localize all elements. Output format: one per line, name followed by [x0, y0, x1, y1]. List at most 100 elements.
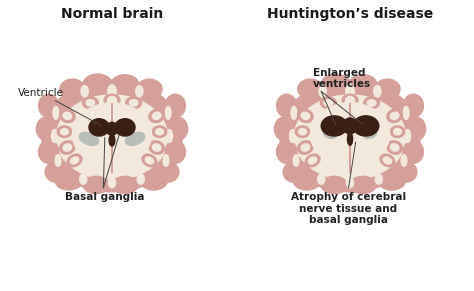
Ellipse shape: [140, 171, 167, 190]
Ellipse shape: [310, 103, 390, 166]
Ellipse shape: [291, 107, 297, 119]
Ellipse shape: [283, 162, 305, 182]
Ellipse shape: [350, 176, 376, 194]
Ellipse shape: [375, 79, 400, 99]
Ellipse shape: [403, 94, 423, 117]
Ellipse shape: [163, 155, 169, 166]
Ellipse shape: [391, 112, 399, 120]
Ellipse shape: [152, 126, 167, 137]
Ellipse shape: [321, 176, 347, 194]
Ellipse shape: [38, 140, 59, 163]
Ellipse shape: [342, 94, 358, 106]
Ellipse shape: [345, 96, 355, 112]
Ellipse shape: [353, 116, 379, 136]
Ellipse shape: [63, 144, 72, 151]
Ellipse shape: [321, 74, 350, 94]
Ellipse shape: [295, 126, 310, 137]
Ellipse shape: [81, 86, 88, 97]
Ellipse shape: [169, 117, 188, 140]
Ellipse shape: [109, 178, 116, 188]
Ellipse shape: [301, 112, 310, 120]
Text: Normal brain: Normal brain: [61, 7, 163, 21]
Ellipse shape: [45, 162, 67, 182]
Ellipse shape: [126, 97, 142, 109]
Ellipse shape: [293, 171, 320, 190]
Ellipse shape: [391, 144, 399, 151]
Ellipse shape: [157, 162, 179, 182]
Ellipse shape: [129, 100, 138, 106]
Ellipse shape: [71, 157, 79, 164]
Text: Basal ganglia: Basal ganglia: [65, 192, 145, 202]
Ellipse shape: [42, 80, 182, 192]
Ellipse shape: [320, 97, 337, 109]
Ellipse shape: [55, 171, 82, 190]
Ellipse shape: [364, 97, 380, 109]
Ellipse shape: [367, 100, 376, 106]
Text: Ventricle: Ventricle: [18, 88, 102, 126]
Ellipse shape: [125, 132, 145, 145]
Ellipse shape: [294, 95, 406, 180]
Ellipse shape: [318, 174, 325, 184]
Ellipse shape: [280, 80, 420, 192]
Ellipse shape: [36, 117, 55, 140]
Ellipse shape: [106, 122, 118, 135]
Ellipse shape: [383, 157, 392, 164]
Ellipse shape: [165, 140, 185, 163]
Ellipse shape: [112, 176, 138, 194]
Text: Enlarged
ventricles: Enlarged ventricles: [312, 68, 371, 89]
Ellipse shape: [152, 144, 161, 151]
Ellipse shape: [374, 86, 381, 97]
Ellipse shape: [346, 85, 355, 98]
Ellipse shape: [403, 107, 409, 119]
Ellipse shape: [165, 107, 171, 119]
Ellipse shape: [137, 174, 145, 184]
Ellipse shape: [107, 96, 117, 112]
Ellipse shape: [82, 97, 98, 109]
Ellipse shape: [349, 75, 377, 93]
Ellipse shape: [149, 141, 164, 154]
Ellipse shape: [298, 96, 402, 175]
Ellipse shape: [347, 132, 353, 146]
Ellipse shape: [152, 112, 161, 120]
Ellipse shape: [73, 103, 152, 166]
Ellipse shape: [395, 162, 417, 182]
Ellipse shape: [136, 86, 143, 97]
Ellipse shape: [298, 109, 313, 123]
Ellipse shape: [60, 96, 164, 175]
Ellipse shape: [109, 134, 115, 146]
Ellipse shape: [407, 117, 426, 140]
Ellipse shape: [290, 129, 295, 143]
Ellipse shape: [378, 171, 405, 190]
Ellipse shape: [321, 116, 347, 136]
Ellipse shape: [89, 119, 109, 136]
Ellipse shape: [324, 131, 336, 139]
Ellipse shape: [146, 157, 154, 164]
Ellipse shape: [305, 154, 320, 167]
Ellipse shape: [364, 131, 376, 139]
Ellipse shape: [83, 74, 112, 94]
Ellipse shape: [60, 109, 75, 123]
Ellipse shape: [60, 141, 75, 154]
Ellipse shape: [108, 97, 116, 103]
Text: Huntington’s disease: Huntington’s disease: [267, 7, 433, 21]
Ellipse shape: [137, 79, 162, 99]
Ellipse shape: [53, 107, 59, 119]
Ellipse shape: [83, 176, 109, 194]
Ellipse shape: [346, 178, 354, 188]
Ellipse shape: [387, 141, 402, 154]
Ellipse shape: [299, 129, 306, 135]
Ellipse shape: [276, 94, 297, 117]
Ellipse shape: [276, 140, 297, 163]
Ellipse shape: [298, 79, 323, 99]
Ellipse shape: [298, 141, 313, 154]
Ellipse shape: [111, 75, 138, 93]
Ellipse shape: [104, 94, 120, 106]
Ellipse shape: [57, 126, 72, 137]
Ellipse shape: [56, 95, 168, 180]
Ellipse shape: [79, 132, 99, 145]
Ellipse shape: [405, 129, 410, 143]
Ellipse shape: [343, 118, 357, 134]
Ellipse shape: [80, 174, 87, 184]
Ellipse shape: [165, 94, 185, 117]
Ellipse shape: [390, 126, 405, 137]
